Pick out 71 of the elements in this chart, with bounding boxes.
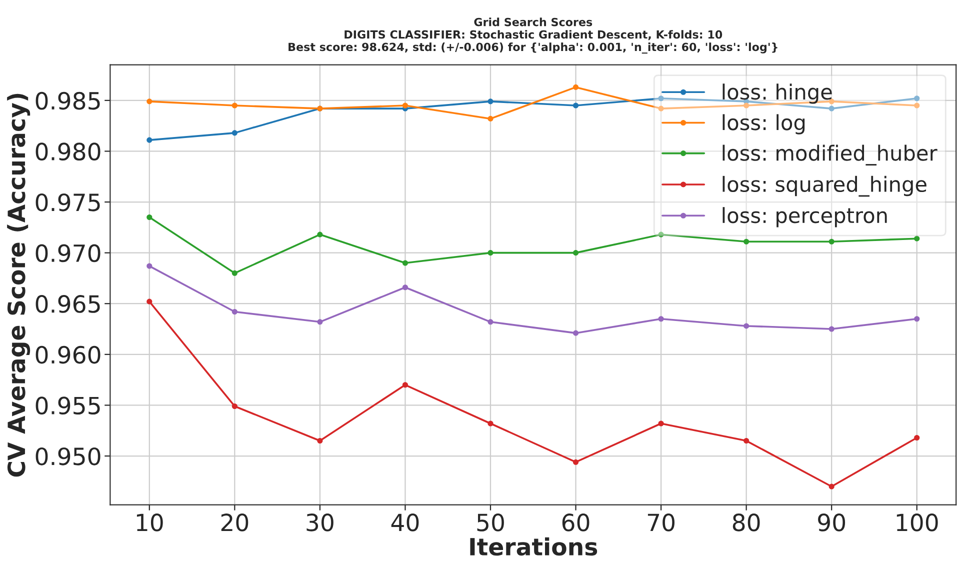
y-tick-label: 0.965	[36, 295, 100, 313]
point	[572, 250, 579, 256]
point	[488, 250, 494, 256]
point	[488, 420, 494, 426]
x-tick-label: 10	[136, 514, 163, 532]
legend-label: loss: perceptron	[722, 207, 887, 228]
point	[744, 102, 750, 108]
y-axis-title: CV Average Score (Accuracy)	[7, 94, 30, 477]
point	[828, 484, 834, 490]
point	[146, 214, 152, 220]
point	[572, 102, 579, 108]
point	[658, 316, 664, 322]
point	[232, 270, 238, 276]
point	[146, 263, 152, 269]
x-tick-label: 100	[896, 514, 938, 532]
point	[744, 323, 750, 329]
point	[914, 236, 920, 242]
point	[914, 434, 920, 441]
point	[488, 319, 494, 325]
x-tick-label: 60	[562, 514, 590, 532]
point	[232, 308, 238, 315]
point	[402, 382, 408, 388]
point	[232, 102, 238, 108]
point	[146, 137, 152, 143]
legend-label: loss: squared_hinge	[722, 176, 926, 197]
x-tick-label: 50	[477, 514, 504, 532]
point	[572, 330, 579, 336]
point	[744, 438, 750, 444]
x-tick-label: 80	[732, 514, 760, 532]
point	[828, 238, 834, 244]
point	[488, 116, 494, 122]
point	[914, 102, 920, 108]
y-tick-label: 0.985	[36, 92, 100, 110]
point	[572, 459, 579, 465]
point	[488, 98, 494, 104]
point	[317, 438, 323, 444]
point	[658, 232, 664, 238]
point	[232, 130, 238, 136]
x-axis-title: Iterations	[470, 537, 598, 556]
y-tick-label: 0.955	[36, 396, 100, 415]
point	[828, 106, 834, 112]
point	[402, 284, 408, 290]
point	[658, 420, 664, 426]
point	[317, 232, 323, 238]
x-tick-label: 70	[648, 514, 674, 532]
y-tick-label: 0.970	[36, 244, 100, 262]
legend-label: loss: log	[722, 114, 805, 134]
y-tick-label: 0.960	[36, 346, 100, 364]
point	[402, 260, 408, 266]
x-tick-label: 20	[221, 514, 248, 532]
point	[658, 96, 664, 102]
y-tick-label: 0.950	[36, 447, 100, 466]
point	[828, 326, 834, 332]
y-tick-label: 0.980	[36, 142, 100, 161]
point	[658, 106, 664, 112]
point	[146, 298, 152, 304]
legend-label: loss: modified_huber	[722, 144, 938, 166]
legend-label: loss: hinge	[722, 84, 832, 104]
x-tick-label: 90	[818, 514, 846, 532]
x-tick-label: 40	[391, 514, 419, 532]
point	[914, 316, 920, 322]
point	[146, 98, 152, 104]
point	[914, 96, 920, 102]
y-tick-label: 0.975	[36, 193, 100, 212]
point	[572, 84, 579, 90]
x-tick-label: 30	[306, 514, 334, 532]
point	[232, 403, 238, 410]
point	[402, 102, 408, 108]
point	[744, 238, 750, 244]
chart-title: Grid Search Scores DIGITS CLASSIFIER: Stochastic Gradient Descent, K-folds: 10 Best score: 98.624, std: (+/-0.006) for {'alpha': 0.001, 'n_iter': 60, 'loss': 'log'}	[288, 18, 778, 54]
point	[317, 319, 323, 325]
